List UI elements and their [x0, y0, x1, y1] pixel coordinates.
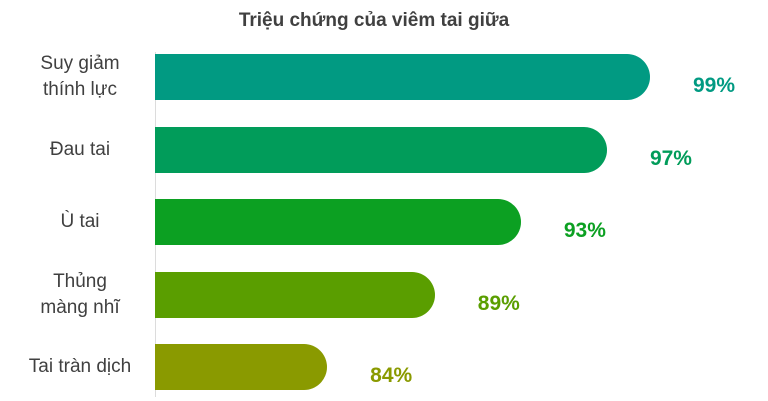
category-label-line: thính lực — [10, 77, 150, 103]
category-label-line: màng nhĩ — [10, 295, 150, 321]
category-label-line: Ù tai — [10, 209, 150, 235]
bar — [155, 344, 327, 390]
category-label-line: Tai tràn dịch — [10, 354, 150, 380]
category-label-line: Thủng — [10, 269, 150, 295]
category-label-line: Đau tai — [10, 137, 150, 163]
category-label: Suy giảm thính lực — [10, 51, 150, 103]
value-label: 93% — [564, 219, 606, 243]
category-label: Đau tai — [10, 137, 150, 163]
category-label: Tai tràn dịch — [10, 354, 150, 380]
bar — [155, 272, 435, 318]
value-label: 84% — [370, 364, 412, 388]
category-label: Thủng màng nhĩ — [10, 269, 150, 321]
value-label: 89% — [478, 292, 520, 316]
category-label-line: Suy giảm — [10, 51, 150, 77]
bar — [155, 54, 650, 100]
bar — [155, 199, 521, 245]
value-label: 97% — [650, 147, 692, 171]
bar — [155, 127, 607, 173]
value-label: 99% — [693, 74, 735, 98]
chart-title: Triệu chứng của viêm tai giữa — [0, 10, 748, 32]
category-label: Ù tai — [10, 209, 150, 235]
